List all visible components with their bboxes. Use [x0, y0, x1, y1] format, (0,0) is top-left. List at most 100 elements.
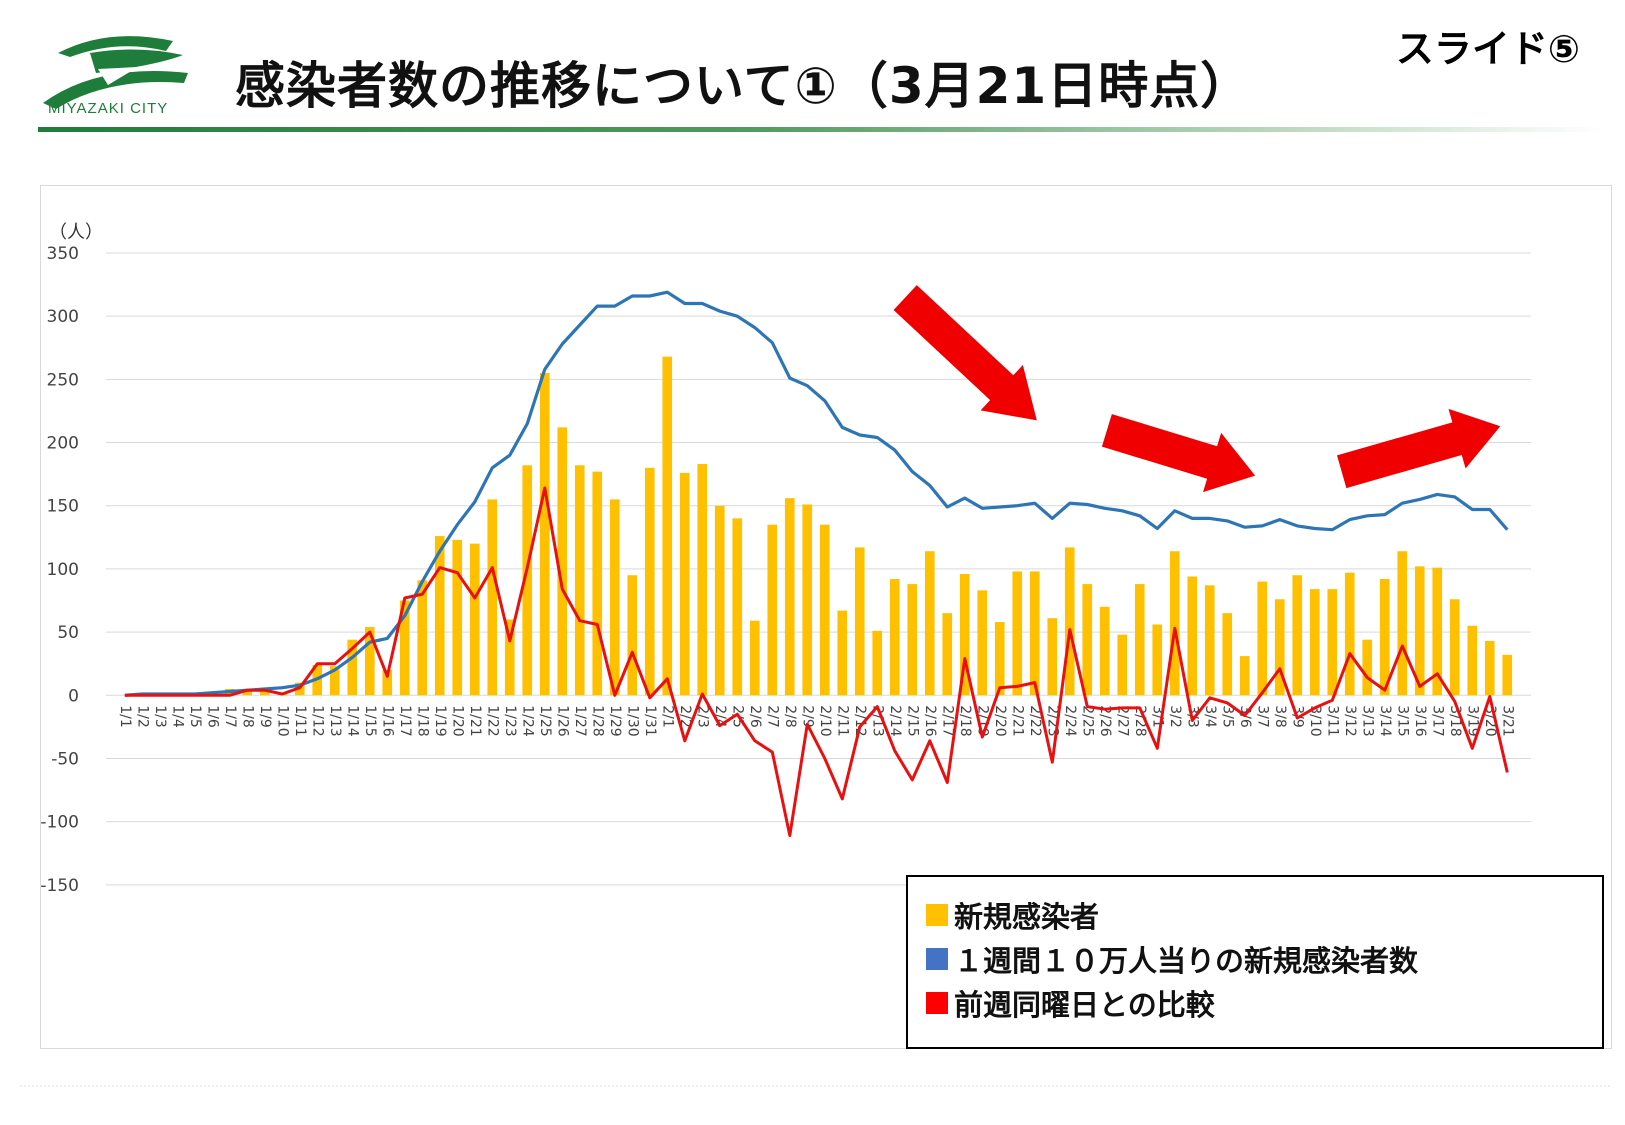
bar: [259, 688, 270, 696]
miyazaki-city-logo: [43, 36, 188, 109]
bar: [487, 499, 498, 696]
chart-svg: 1/1 1/2 1/3 1/4 1/5 1/6 1/7 1/8 1/9 1/10 1/11 1/12 1…: [41, 222, 1531, 896]
bar: [242, 688, 253, 696]
x-tick-label: 2/14: [887, 705, 903, 737]
bar: [627, 575, 638, 696]
x-tick-label: 1/10: [274, 705, 290, 736]
x-tick-label: 1/8: [239, 705, 255, 728]
x-tick-label: 2/15: [904, 705, 920, 736]
bar: [714, 505, 725, 696]
bar: [1169, 551, 1180, 696]
x-tick-label: 1/29: [607, 705, 623, 736]
x-tick-label: 2/28: [1132, 705, 1148, 736]
x-tick-label: 1/18: [414, 705, 430, 736]
bar: [1379, 579, 1390, 696]
bar: [749, 620, 760, 696]
logo-text: MIYAZAKI CITY: [48, 100, 169, 117]
x-tick-label: 1/30: [624, 705, 640, 736]
x-tick-label: 1/3: [152, 705, 168, 728]
x-tick-label: 1/17: [397, 705, 413, 736]
x-tick-label: 1/19: [432, 705, 448, 736]
y-tick-label: 150: [47, 497, 79, 517]
x-tick-label: 1/22: [484, 705, 500, 736]
x-tick-label: 1/16: [379, 705, 395, 737]
y-axis-tick-labels: 350 300 250 200 150 100 50 0 -50 -100 -150: [41, 244, 79, 896]
y-tick-label: 100: [47, 560, 79, 580]
bar: [347, 639, 358, 696]
bar: [592, 471, 603, 696]
bar: [1397, 551, 1408, 696]
legend-swatch-blue: [926, 948, 948, 970]
bar: [1134, 584, 1145, 696]
bar: [1152, 624, 1163, 696]
bar: [942, 613, 953, 696]
bar: [539, 373, 550, 696]
bar: [469, 543, 480, 696]
legend-item-weekday-comparison: 前週同曜日との比較: [926, 983, 1215, 1023]
bar: [1239, 656, 1250, 696]
bar: [1047, 618, 1058, 696]
x-tick-label: 3/17: [1429, 705, 1445, 736]
bar: [819, 524, 830, 696]
bar: [784, 498, 795, 696]
bar: [697, 464, 708, 696]
x-tick-label: 2/21: [1009, 705, 1025, 736]
bar: [994, 621, 1005, 696]
x-tick-label: 1/31: [642, 705, 658, 736]
bar: [959, 573, 970, 696]
bar: [1327, 589, 1338, 696]
bar: [1099, 606, 1110, 696]
x-tick-label: 1/4: [169, 705, 185, 728]
bar: [872, 630, 883, 696]
x-tick-label: 1/1: [117, 705, 133, 728]
bar: [1449, 599, 1460, 696]
x-tick-label: 1/25: [537, 705, 553, 736]
x-tick-label: 2/12: [852, 705, 868, 736]
line-series-weekday-comparison: [124, 486, 1509, 837]
x-tick-label: 3/14: [1377, 705, 1393, 737]
legend-item-weekly-per-100k: １週間１０万人当りの新規感染者数: [926, 939, 1418, 979]
bar: [854, 547, 865, 696]
x-tick-label: 3/5: [1219, 705, 1235, 728]
bar: [1082, 584, 1093, 696]
y-tick-label: 50: [57, 623, 79, 643]
x-tick-label: 3/18: [1447, 705, 1463, 736]
x-tick-label: 1/23: [502, 705, 518, 736]
x-tick-label: 2/17: [939, 705, 955, 736]
x-tick-label: 2/8: [782, 705, 798, 728]
legend-label: 前週同曜日との比較: [954, 988, 1215, 1022]
x-tick-label: 1/2: [134, 705, 150, 728]
trend-arrows: [893, 285, 1501, 493]
bar: [1414, 566, 1425, 696]
y-tick-label: -150: [41, 876, 79, 896]
x-tick-label: 3/4: [1202, 705, 1218, 728]
x-tick-label: 3/8: [1272, 705, 1288, 728]
y-tick-label: 0: [68, 686, 79, 706]
x-tick-label: 2/1: [659, 705, 675, 728]
right-down-arrow-icon: [1101, 414, 1256, 493]
x-tick-label: 1/28: [589, 705, 605, 736]
y-tick-label: -100: [41, 813, 79, 833]
bar: [452, 539, 463, 696]
bar: [1344, 572, 1355, 696]
x-tick-label: 1/13: [327, 705, 343, 736]
bar: [609, 499, 620, 696]
right-up-arrow-icon: [1337, 408, 1501, 489]
bar: [977, 590, 988, 696]
legend-label: 新規感染者: [954, 900, 1100, 934]
x-tick-label: 1/20: [449, 705, 465, 736]
bar: [1012, 571, 1023, 696]
bar: [679, 472, 690, 696]
line-series-weekly-per-100k: [124, 290, 1509, 697]
bar: [924, 551, 935, 696]
bar-series-new-cases: [207, 356, 1513, 696]
x-tick-label: 2/10: [817, 705, 833, 736]
bar: [1257, 581, 1268, 696]
bar: [364, 627, 375, 696]
bar: [382, 670, 393, 696]
x-tick-label: 2/11: [834, 705, 850, 736]
bar: [662, 356, 673, 696]
bar: [574, 465, 585, 696]
bar: [1502, 654, 1513, 696]
x-tick-label: 1/24: [519, 705, 535, 737]
